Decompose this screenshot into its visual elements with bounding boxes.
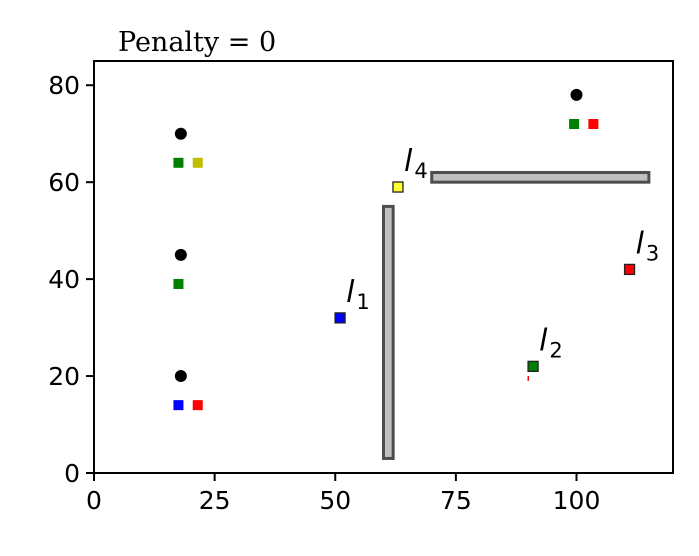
agent-marker-6 [569,119,580,130]
x-tick-label: 75 [440,486,472,515]
agent-marker-4 [173,157,184,168]
axes-frame [93,60,674,474]
y-tick-label: 60 [48,168,80,197]
agent-point-2 [174,248,187,261]
landmark-2-label: l2 [539,323,563,362]
agent-point-3 [174,127,187,140]
landmark-4-marker [392,181,404,193]
x-tick-label: 50 [319,486,351,515]
landmark-3-label: l3 [636,226,660,265]
chart-title: Penalty = 0 [118,27,276,58]
landmark-1-label: l1 [346,275,370,314]
obstacle-2 [430,170,651,184]
agent-marker-1 [173,400,184,411]
agent-point-1 [174,370,187,383]
landmark-1-marker [334,312,346,324]
landmark-3-marker [623,263,636,276]
agent-point-4 [570,88,583,101]
obstacle-1 [382,204,395,460]
x-tick-label: 100 [553,486,601,515]
agent-marker-7 [588,119,599,130]
agent-marker-2 [192,400,203,411]
y-tick-label: 0 [64,459,80,488]
landmark-2-marker [527,360,539,373]
y-tick-label: 80 [48,71,80,100]
agent-marker-3 [173,278,184,289]
plot-area: l1 l2 l3 l4 0 25 50 75 100 0 20 40 60 80 [48,60,674,515]
x-tick-label: 0 [86,486,102,515]
y-tick-label: 40 [48,265,80,294]
y-tick-label: 20 [48,362,80,391]
landmark-4-label: l4 [404,144,428,183]
x-tick-label: 25 [199,486,231,515]
agent-marker-5 [192,157,203,168]
